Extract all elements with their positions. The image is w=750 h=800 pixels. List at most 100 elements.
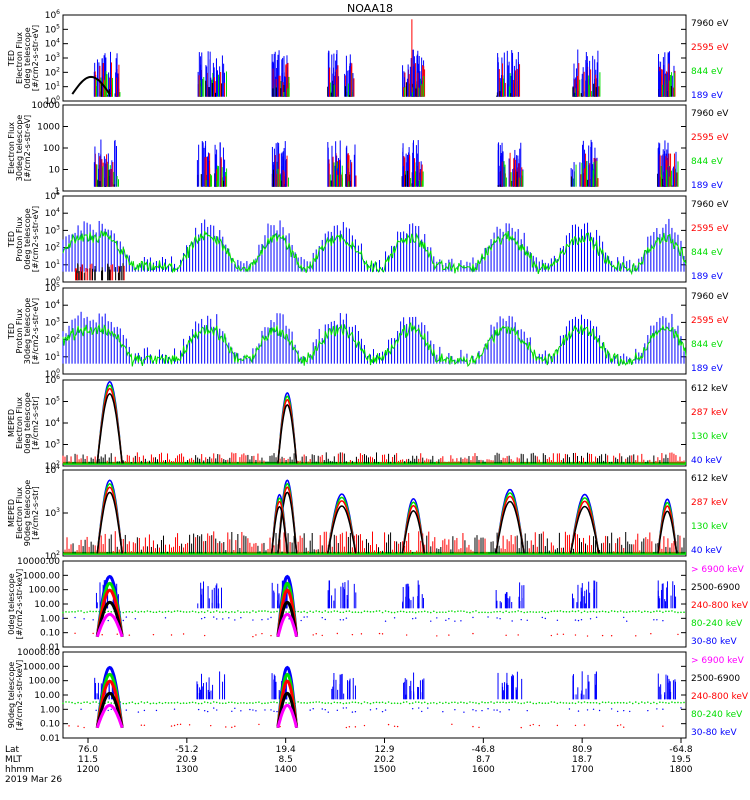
series-30-80-kev-point <box>568 708 571 710</box>
series-240-800-kev-point <box>574 634 577 636</box>
series-80-240-kev-point <box>321 701 324 704</box>
series-30-80-kev-point <box>324 618 326 621</box>
series-80-240-kev-point <box>140 701 143 703</box>
series-80-240-kev-point <box>182 702 185 704</box>
series-80-240-kev-point <box>167 702 170 704</box>
series-240-800-kev-point <box>378 632 381 635</box>
series-80-240-kev-point <box>131 611 134 614</box>
series-240-800-kev-point <box>252 635 254 638</box>
series-80-240-kev-point <box>432 610 435 613</box>
series-80-240-kev-point <box>577 610 580 612</box>
series-30-80-kev-point <box>460 620 462 622</box>
series-240-800-kev-point <box>77 725 79 727</box>
series-30-80-kev-point <box>487 708 489 710</box>
y-axis-label: Proton Flux <box>15 216 24 261</box>
y-axis-label: Proton Flux <box>15 308 24 353</box>
series-30-80-kev-point <box>384 709 387 711</box>
series-30-80-kev-point <box>586 709 589 711</box>
series-80-240-kev-point <box>321 611 324 614</box>
series-80-240-kev-point <box>451 610 453 612</box>
series-80-240-kev-point <box>631 702 634 705</box>
series-80-240-kev-point <box>345 610 348 613</box>
series-30-80-kev-point <box>122 619 124 622</box>
y-axis-label: [#/cm2-s-str-keV] <box>15 660 24 731</box>
y-tick-label: 106 <box>45 374 60 386</box>
series-80-240-kev-point <box>499 701 501 704</box>
series-80-240-kev-point <box>436 702 438 705</box>
x-row-label: hhmm <box>5 765 34 775</box>
series-80-240-kev-point <box>270 701 272 704</box>
y-tick-label: 1.00 <box>40 705 60 715</box>
series-30-80-kev-point <box>580 619 583 621</box>
series-80-240-kev-point <box>432 701 435 704</box>
series-80-240-kev-point <box>420 702 423 704</box>
series-30-80-kev-point <box>62 617 64 619</box>
legend-entry: 40 keV <box>691 456 723 466</box>
series-30-80-kev-point <box>496 617 498 619</box>
series-dome-line <box>95 691 124 729</box>
series-30-80-kev-point <box>544 617 547 620</box>
series-240-800-kev-point <box>170 634 173 636</box>
series-240-800-kev-point <box>176 723 179 726</box>
series-80-240-kev-point <box>644 610 646 613</box>
series-30-80-kev-point <box>303 616 305 618</box>
series-80-240-kev-point <box>616 610 619 613</box>
series-80-240-kev-point <box>559 610 562 612</box>
series-80-240-kev-point <box>357 701 360 704</box>
series-30-80-kev-point <box>656 619 658 621</box>
series-80-240-kev-point <box>309 701 311 704</box>
series-240-800-kev-point <box>448 634 450 636</box>
series-240-800-kev-point <box>74 632 76 634</box>
series-80-240-kev-point <box>243 702 245 704</box>
series-30-80-kev-point <box>83 618 85 620</box>
x-tick-label-lat: 76.0 <box>78 745 98 755</box>
series-80-240-kev-point <box>143 702 146 704</box>
series-240-800-kev-point <box>677 633 679 636</box>
series-80-240-kev-point <box>351 611 354 614</box>
series-80-240-kev-point <box>143 611 146 613</box>
legend-entry: 844 eV <box>691 248 724 258</box>
legend-entry: 189 eV <box>691 181 724 191</box>
series-80-240-kev-point <box>381 701 384 704</box>
series-30-80-kev-point <box>300 619 302 622</box>
series-80-240-kev-point <box>665 701 667 704</box>
series-240-800-kev-point <box>152 633 155 636</box>
series-80-240-kev-point <box>218 611 221 613</box>
series-240-800-kev-point <box>179 723 182 726</box>
series-30-80-kev-point <box>436 617 438 619</box>
y-tick-label: 10000.00 <box>17 557 60 567</box>
series-30-80-kev-point <box>216 709 218 711</box>
series-80-240-kev-point <box>237 610 239 612</box>
series-80-240-kev-point <box>637 610 640 612</box>
series-30-80-kev-point <box>107 619 109 622</box>
series-80-240-kev-point <box>598 702 601 705</box>
series-80-240-kev-point <box>267 610 269 613</box>
series-80-240-kev-point <box>203 611 206 614</box>
series-240-800-kev-point <box>345 726 348 729</box>
y-tick-label: 100.00 <box>29 586 61 596</box>
series-80-240-kev-point <box>490 611 492 614</box>
series-80-240-kev-point <box>381 611 384 614</box>
y-axis-label: [#/cm2-s-str-eV] <box>23 115 32 181</box>
series-80-240-kev-point <box>457 702 459 704</box>
series-240-800-kev-point <box>128 634 131 636</box>
series-80-240-kev-point <box>541 702 544 705</box>
y-tick-label: 104 <box>45 417 60 429</box>
series-80-240-kev-point <box>610 702 613 704</box>
series-30-80-kev-point <box>445 619 447 622</box>
series-80-240-kev-point <box>182 611 185 613</box>
x-tick-label-lat: -51.2 <box>175 745 198 755</box>
panel-frame <box>62 651 687 739</box>
y-tick-label: 100.00 <box>29 677 61 687</box>
y-tick-label: 105 <box>45 190 60 202</box>
series-80-240-kev-point <box>683 701 685 704</box>
series-80-240-kev-point <box>137 702 140 705</box>
series-80-240-kev-point <box>402 610 405 613</box>
series-80-240-kev-point <box>74 611 76 613</box>
series-80-240-kev-point <box>445 611 447 614</box>
series-80-240-kev-point <box>372 610 375 613</box>
series-80-240-kev-point <box>496 610 498 613</box>
series-240-800-kev-point <box>188 724 191 726</box>
